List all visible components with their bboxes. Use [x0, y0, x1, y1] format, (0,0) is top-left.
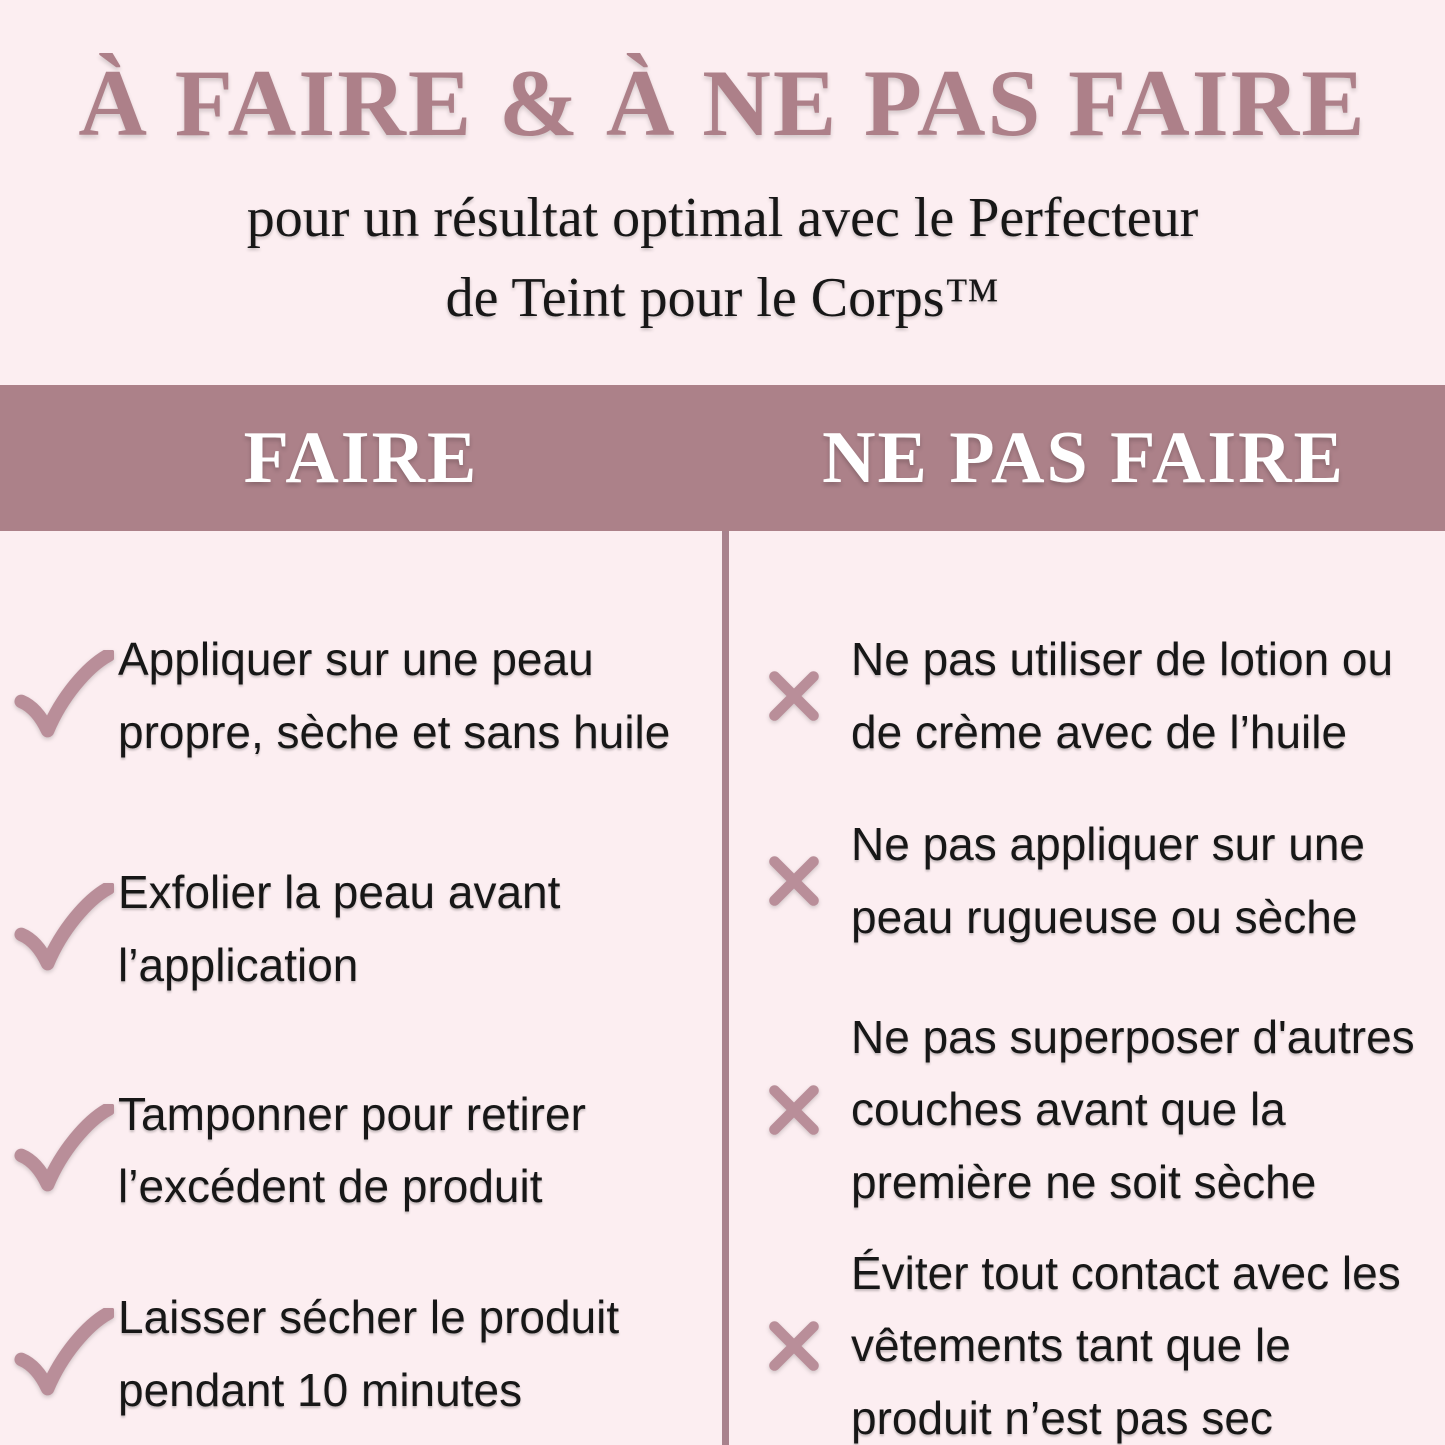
dont-column-list: Ne pas utiliser de lotion ou de crème av… — [722, 531, 1445, 1445]
header: À FAIRE & À NE PAS FAIRE pour un résulta… — [0, 0, 1445, 385]
do-column-list: Appliquer sur une peau propre, sèche et … — [0, 531, 722, 1445]
column-headers-banner: FAIRE NE PAS FAIRE — [0, 385, 1445, 531]
dont-item-text: Ne pas superposer d'autres couches avant… — [851, 1010, 1415, 1209]
check-icon — [14, 649, 114, 742]
do-list-item: Appliquer sur une peau propre, sèche et … — [14, 623, 722, 768]
subtitle-line-1: pour un résultat optimal avec le Perfect… — [246, 187, 1199, 250]
x-icon — [763, 665, 825, 727]
do-column-header: FAIRE — [0, 385, 722, 531]
dont-column-header: NE PAS FAIRE — [722, 385, 1445, 531]
do-list-item: Laisser sécher le produit pendant 10 min… — [14, 1281, 722, 1426]
x-icon — [763, 1315, 825, 1377]
check-icon — [14, 1307, 114, 1400]
do-item-text: Appliquer sur une peau propre, sèche et … — [118, 633, 671, 758]
dont-list-item: Ne pas superposer d'autres couches avant… — [763, 1001, 1445, 1219]
dont-item-text: Ne pas appliquer sur une peau rugueuse o… — [851, 818, 1365, 944]
do-list-item: Exfolier la peau avant l’application — [14, 856, 722, 1001]
column-divider-line — [722, 531, 729, 1445]
dont-list-item: Éviter tout contact avec les vêtements t… — [763, 1237, 1445, 1445]
x-icon — [763, 1079, 825, 1141]
do-item-text: Exfolier la peau avant l’application — [118, 866, 561, 992]
check-icon — [14, 883, 114, 975]
content: Appliquer sur une peau propre, sèche et … — [0, 531, 1445, 1445]
dont-header-label: NE PAS FAIRE — [822, 416, 1345, 499]
dont-list-item: Ne pas appliquer sur une peau rugueuse o… — [763, 808, 1445, 953]
do-header-label: FAIRE — [243, 416, 479, 499]
check-icon — [14, 1104, 114, 1196]
dont-list-item: Ne pas utiliser de lotion ou de crème av… — [763, 623, 1445, 768]
do-item-text: Tamponner pour retirer l’excédent de pro… — [118, 1087, 586, 1213]
subtitle: pour un résultat optimal avec le Perfect… — [0, 178, 1445, 338]
do-list-item: Tamponner pour retirer l’excédent de pro… — [14, 1078, 722, 1223]
dont-item-text: Éviter tout contact avec les vêtements t… — [851, 1246, 1401, 1445]
x-icon — [763, 850, 825, 912]
do-item-text: Laisser sécher le produit pendant 10 min… — [118, 1291, 620, 1416]
dont-item-text: Ne pas utiliser de lotion ou de crème av… — [851, 633, 1394, 758]
page-title: À FAIRE & À NE PAS FAIRE — [78, 50, 1367, 156]
subtitle-line-2: de Teint pour le Corps™ — [445, 267, 1000, 330]
